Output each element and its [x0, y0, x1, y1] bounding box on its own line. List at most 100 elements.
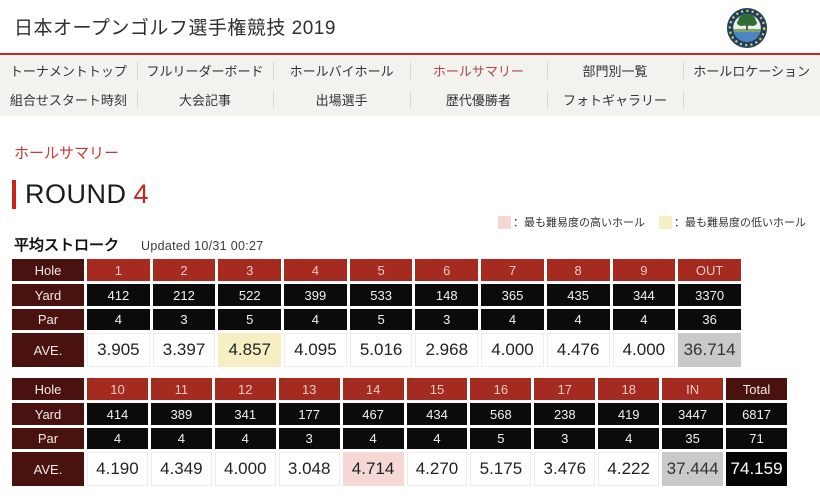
yard-cell: 435 [546, 284, 610, 306]
hole-header-cell: OUT [678, 259, 741, 281]
updated-timestamp: Updated 10/31 00:27 [141, 239, 264, 253]
yard-cell: 522 [218, 284, 282, 306]
average-cell: 4.349 [150, 452, 212, 486]
nav-item[interactable]: 大会記事 [136, 85, 274, 114]
legend-item: ：最も難易度の高いホール [498, 214, 645, 230]
legend-label: ：最も難易度の高いホール [513, 217, 645, 229]
par-cell: 4 [284, 309, 347, 330]
hole-header-cell: Total [726, 378, 787, 400]
yard-cell: 148 [415, 284, 479, 306]
hole-header-cell: 10 [87, 378, 148, 400]
table-title-row: 平均ストローク Updated 10/31 00:27 [14, 234, 820, 255]
par-cell: 3 [534, 428, 596, 449]
round-number: 4 [133, 178, 150, 209]
site-header: 日本オープンゴルフ選手権競技 2019 [0, 0, 820, 53]
average-cell: 5.016 [349, 333, 413, 367]
yard-cell: 238 [534, 403, 596, 425]
row-label-cell: Yard [12, 284, 84, 306]
yard-cell: 6817 [726, 403, 787, 425]
average-cell: 36.714 [678, 333, 741, 367]
par-cell: 4 [406, 428, 468, 449]
row-label-cell: Hole [12, 259, 84, 281]
yard-cell: 533 [349, 284, 413, 306]
site-title: 日本オープンゴルフ選手権競技 2019 [14, 18, 336, 39]
hole-header-cell: 6 [415, 259, 479, 281]
hole-header-cell: 15 [406, 378, 468, 400]
average-cell: 3.048 [278, 452, 340, 486]
average-cell: 5.175 [470, 452, 532, 486]
nav-item[interactable]: トーナメントトップ [9, 64, 127, 79]
nav-item[interactable]: 出場選手 [273, 85, 410, 114]
avg-stroke-title: 平均ストローク [14, 237, 120, 254]
nav-item[interactable]: フォトギャラリー [546, 85, 684, 114]
average-cell: 3.397 [152, 333, 216, 367]
average-cell: 4.000 [214, 452, 276, 486]
tournament-logo-icon [726, 7, 768, 49]
par-cell: 4 [87, 309, 150, 330]
nav-item[interactable]: 部門別一覧 [546, 56, 684, 85]
average-cell: 3.905 [87, 333, 150, 367]
hole-header-cell: 13 [278, 378, 340, 400]
yard-cell: 365 [481, 284, 544, 306]
average-cell: 4.000 [612, 333, 676, 367]
average-cell: 37.444 [662, 452, 724, 486]
nav-row-1: トーナメントトップ フルリーダーボード ホールバイホール ホールサマリー 部門別一覧 ホー… [0, 56, 820, 85]
average-cell: 4.270 [406, 452, 468, 486]
row-label-cell: Par [12, 309, 84, 330]
hole-header-cell: 5 [349, 259, 413, 281]
par-cell: 4 [546, 309, 610, 330]
row-label-cell: Yard [12, 403, 84, 425]
hole-header-cell: 1 [87, 259, 150, 281]
yard-cell: 212 [152, 284, 216, 306]
average-cell: 4.476 [546, 333, 610, 367]
par-cell: 3 [278, 428, 340, 449]
nav-item[interactable]: フルリーダーボード [136, 56, 274, 85]
legend-swatch-icon [498, 215, 511, 229]
par-cell: 71 [726, 428, 787, 449]
par-cell: 4 [214, 428, 276, 449]
par-cell: 5 [470, 428, 532, 449]
average-cell: 74.159 [726, 452, 787, 486]
hole-header-cell: 2 [152, 259, 216, 281]
average-cell: 2.968 [415, 333, 479, 367]
hole-header-cell: 8 [546, 259, 610, 281]
nav-item-empty [683, 85, 820, 114]
main-nav: トーナメントトップ フルリーダーボード ホールバイホール ホールサマリー 部門別一覧 ホー… [0, 55, 820, 116]
nav-row-2: 組合せスタート時刻 大会記事 出場選手 歴代優勝者 フォトギャラリー [0, 85, 820, 114]
average-cell: 4.222 [598, 452, 660, 486]
yard-cell: 344 [612, 284, 676, 306]
row-label-cell: AVE. [12, 452, 84, 486]
hole-header-cell: 7 [481, 259, 544, 281]
difficulty-legend: ：最も難易度の高いホール ：最も難易度の低いホール [0, 214, 806, 230]
par-cell: 4 [150, 428, 212, 449]
yard-cell: 419 [598, 403, 660, 425]
average-cell: 3.476 [534, 452, 596, 486]
back-nine-table: Hole 10 11 12 13 14 15 16 17 18 IN Total Yard 414 389 3… [9, 375, 790, 489]
nav-item[interactable]: ホールサマリー [410, 56, 547, 85]
hole-header-cell: 4 [284, 259, 347, 281]
main-content: ホールサマリー ROUND 4 ：最も難易度の高いホール ：最も難易度の低いホール… [0, 142, 820, 489]
nav-item[interactable]: ホールロケーション [683, 56, 820, 85]
par-cell: 35 [662, 428, 724, 449]
nav-item[interactable]: ホールバイホール [273, 56, 410, 85]
yard-cell: 3447 [662, 403, 724, 425]
average-cell: 4.190 [87, 452, 148, 486]
row-label-cell: Par [12, 428, 84, 449]
yard-cell: 434 [406, 403, 468, 425]
round-accent-bar [12, 179, 16, 209]
yard-cell: 3370 [678, 284, 741, 306]
average-cell: 4.857 [218, 333, 282, 367]
hole-header-cell: 14 [342, 378, 404, 400]
par-cell: 4 [481, 309, 544, 330]
hole-header-cell: 9 [612, 259, 676, 281]
nav-item[interactable]: 組合せスタート時刻 [9, 93, 127, 108]
nav-item[interactable]: 歴代優勝者 [410, 85, 547, 114]
yard-cell: 568 [470, 403, 532, 425]
yard-cell: 399 [284, 284, 347, 306]
par-cell: 4 [598, 428, 660, 449]
yard-cell: 389 [150, 403, 212, 425]
row-label-cell: AVE. [12, 333, 84, 367]
par-cell: 5 [349, 309, 413, 330]
yard-cell: 341 [214, 403, 276, 425]
par-cell: 4 [87, 428, 148, 449]
